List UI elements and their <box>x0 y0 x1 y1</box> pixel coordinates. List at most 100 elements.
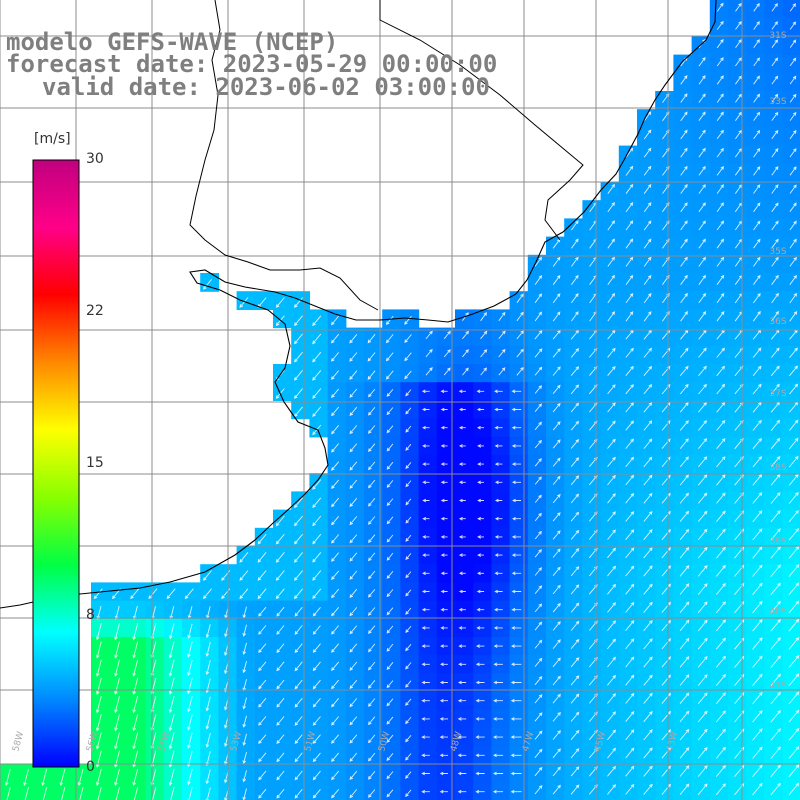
wind-arrow <box>511 425 522 430</box>
wind-arrow <box>405 680 412 688</box>
wind-arrow <box>552 274 561 285</box>
wind-arrow <box>477 480 484 485</box>
wind-arrow <box>753 202 761 213</box>
wind-arrow <box>386 771 394 780</box>
wind-arrow <box>716 383 726 395</box>
wind-cell <box>673 91 693 110</box>
wind-arrow <box>716 238 725 249</box>
wind-arrow <box>534 730 543 740</box>
wind-arrow <box>349 388 358 398</box>
wind-arrow <box>422 462 430 466</box>
wind-arrow <box>570 529 580 540</box>
wind-arrow <box>680 202 688 213</box>
wind-arrow <box>770 347 780 358</box>
wind-arrow <box>789 166 797 176</box>
wind-arrow <box>770 455 781 468</box>
wind-arrow <box>132 623 139 641</box>
wind-cell <box>618 400 638 420</box>
wind-arrow <box>679 420 689 431</box>
wind-arrow <box>95 623 102 641</box>
wind-cell <box>291 600 310 620</box>
wind-arrow <box>421 771 430 776</box>
wind-arrow <box>168 641 175 659</box>
wind-arrow <box>771 310 779 322</box>
wind-arrow <box>643 747 653 759</box>
wind-arrow <box>494 553 503 557</box>
wind-arrow <box>534 548 542 558</box>
wind-arrow <box>735 57 742 67</box>
wind-arrow <box>715 601 726 614</box>
wind-arrow <box>716 38 724 49</box>
wind-arrow <box>552 384 561 394</box>
wind-arrow <box>349 479 358 489</box>
wind-arrow <box>458 535 466 539</box>
wind-arrow <box>716 365 725 377</box>
wind-arrow <box>168 677 175 696</box>
wind-arrow <box>679 710 690 723</box>
latitude-label: 31S <box>769 31 786 41</box>
wind-arrow <box>680 238 688 249</box>
wind-arrow <box>552 421 561 431</box>
wind-arrow <box>439 698 448 703</box>
wind-arrow <box>386 625 394 634</box>
wind-arrow <box>187 714 193 731</box>
wind-arrow <box>405 735 412 743</box>
wind-arrow <box>458 662 467 667</box>
wind-arrow <box>643 783 653 795</box>
wind-arrow <box>457 753 467 758</box>
wind-arrow <box>258 788 267 799</box>
wind-arrow <box>752 691 763 705</box>
wind-arrow <box>770 600 781 614</box>
wind-arrow <box>715 764 726 777</box>
wind-arrow <box>552 475 561 485</box>
wind-arrow <box>789 292 798 304</box>
wind-cell <box>273 600 292 620</box>
wind-arrow <box>607 420 616 431</box>
wind-cell <box>382 418 401 438</box>
wind-arrow <box>625 274 634 285</box>
wind-arrow <box>661 692 672 704</box>
wind-arrow <box>770 437 781 450</box>
wind-arrow <box>788 564 800 577</box>
wind-arrow <box>552 311 561 322</box>
wind-arrow <box>534 530 542 540</box>
wind-cell <box>527 436 547 456</box>
wind-cell <box>655 200 674 219</box>
wind-arrow <box>205 732 211 748</box>
wind-arrow <box>439 735 448 739</box>
wind-arrow <box>534 311 543 322</box>
wind-cell <box>709 145 729 165</box>
wind-arrow <box>331 607 340 617</box>
wind-arrow <box>607 402 616 413</box>
wind-arrow <box>770 691 781 705</box>
wind-arrow <box>679 619 690 632</box>
wind-arrow <box>752 347 762 358</box>
wind-arrow <box>512 498 521 503</box>
wind-arrow <box>257 533 267 545</box>
wind-arrow <box>475 717 485 721</box>
wind-arrow <box>625 511 635 522</box>
wind-arrow <box>788 600 800 614</box>
wind-cell <box>709 673 729 693</box>
wind-arrow <box>95 695 102 714</box>
wind-arrow <box>716 274 725 285</box>
wind-arrow <box>789 75 797 85</box>
wind-arrow <box>607 292 616 304</box>
wind-cell <box>746 418 765 438</box>
wind-arrow <box>661 729 672 741</box>
wind-arrow <box>697 692 708 705</box>
wind-cell <box>746 182 765 201</box>
wind-arrow <box>752 728 763 741</box>
wind-arrow <box>440 462 448 466</box>
wind-arrow <box>494 607 503 612</box>
wind-arrow <box>771 57 779 67</box>
wind-arrow <box>516 330 525 340</box>
wind-arrow <box>625 420 635 431</box>
wind-arrow <box>679 492 690 504</box>
wind-arrow <box>275 515 285 527</box>
wind-arrow <box>494 425 503 430</box>
wind-arrow <box>679 728 690 741</box>
wind-cell <box>746 564 765 583</box>
colorbar-tick-8: 8 <box>86 607 95 623</box>
wind-arrow <box>312 679 321 690</box>
